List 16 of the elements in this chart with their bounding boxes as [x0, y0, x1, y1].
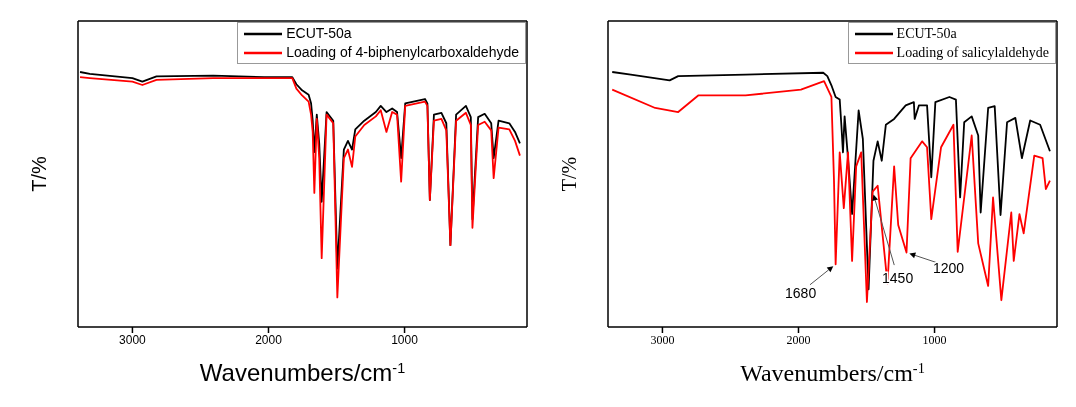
x-tick-label: 1000 [391, 332, 419, 347]
legend-label: ECUT-50a [896, 25, 957, 43]
x-axis-title: Wavenumbers/cm$^{-1}$ [740, 360, 925, 386]
x-axis-title: Wavenumbers/cm$^{-1}$ [199, 359, 406, 386]
annotation: 1680 [785, 285, 817, 302]
x-tick-label: 1000 [922, 332, 947, 347]
annotation: 1200 [932, 259, 965, 276]
x-tick-label: 3000 [650, 332, 675, 347]
y-axis-title: T/% [558, 156, 580, 192]
x-tick-label: 2000 [786, 332, 811, 347]
legend-label: Loading of 4-biphenylcarboxaldehyde [286, 43, 519, 62]
legend-label: Loading of salicylaldehyde [896, 44, 1049, 62]
x-tick-label: 3000 [119, 332, 147, 347]
y-axis-title: T/% [28, 156, 50, 192]
legend-label: ECUT-50a [286, 24, 352, 43]
x-tick-label: 2000 [255, 332, 283, 347]
